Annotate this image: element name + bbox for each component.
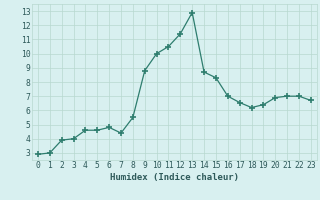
X-axis label: Humidex (Indice chaleur): Humidex (Indice chaleur): [110, 173, 239, 182]
